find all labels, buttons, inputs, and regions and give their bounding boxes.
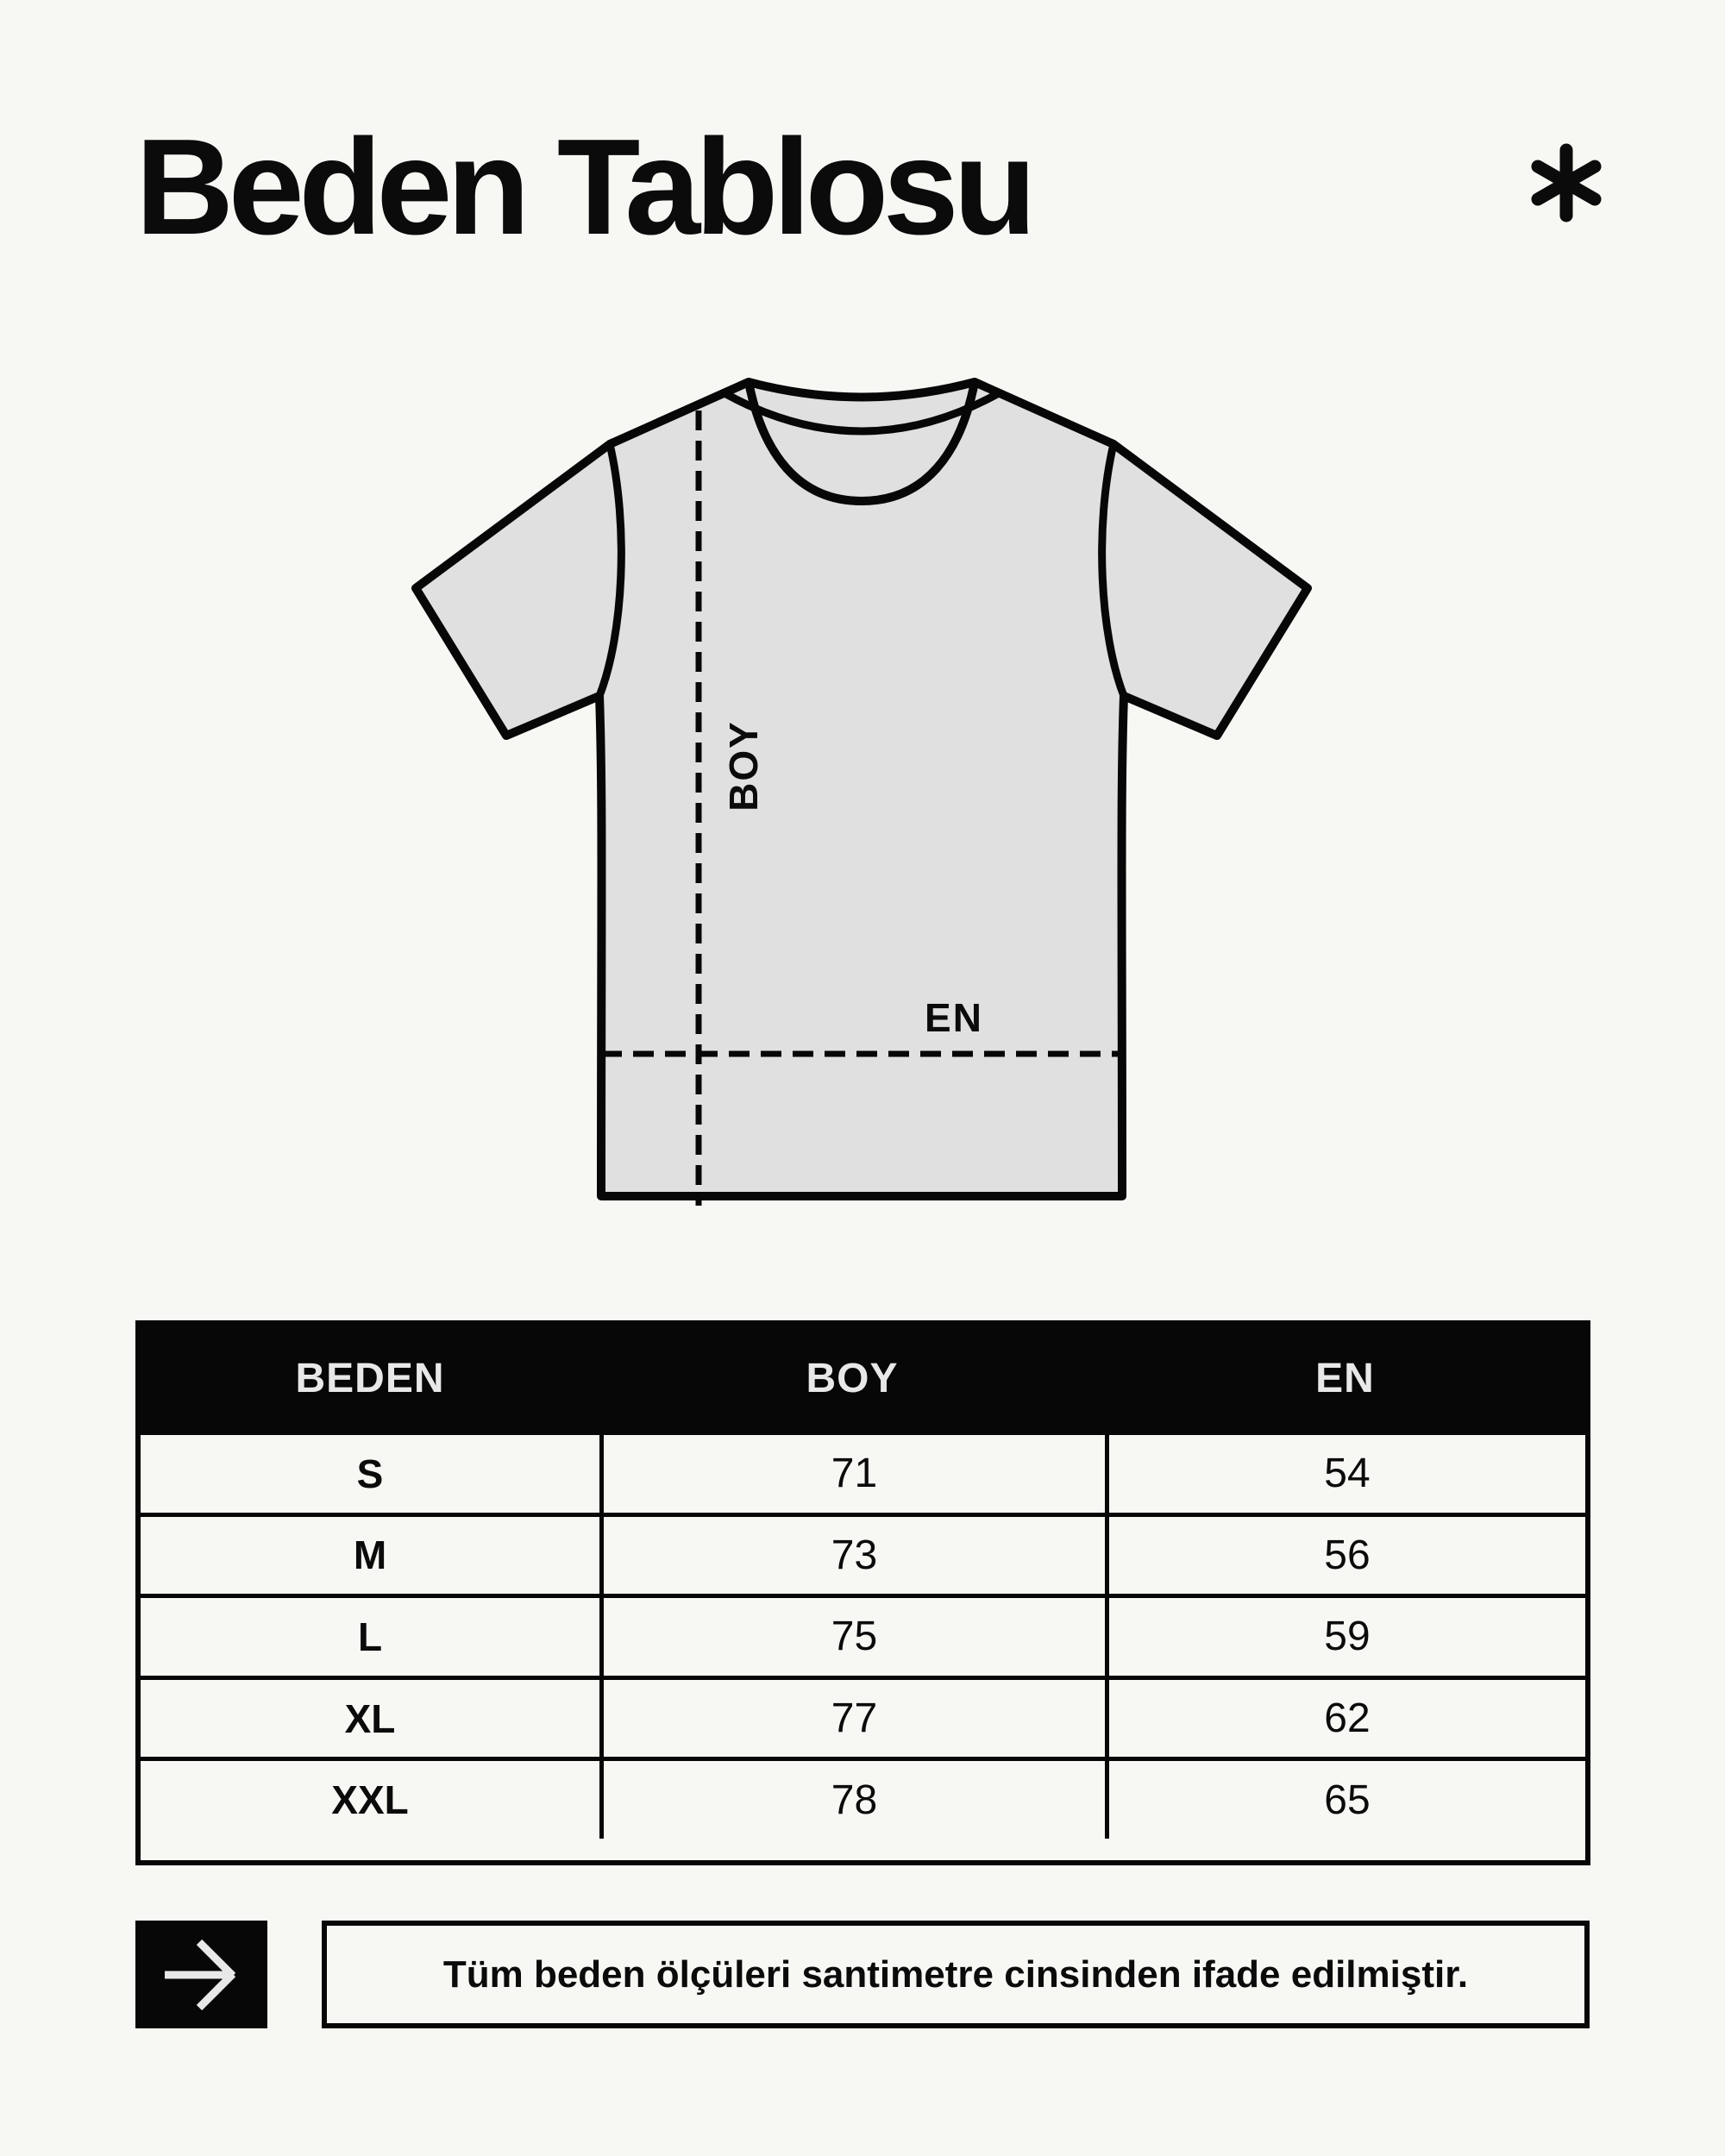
header-cell-boy: BOY — [806, 1355, 899, 1401]
table-row-s: S 71 54 — [141, 1431, 1585, 1513]
en-cell: 62 — [1105, 1679, 1585, 1758]
boy-cell: 73 — [599, 1516, 1105, 1595]
left-armhole-seam — [595, 442, 625, 698]
tshirt-silhouette — [411, 378, 1312, 1200]
boy-cell: 75 — [599, 1598, 1105, 1676]
table-row-l: L 75 59 — [141, 1594, 1585, 1676]
boy-cell: 71 — [599, 1435, 1105, 1513]
en-cell: 65 — [1105, 1761, 1585, 1839]
right-armhole-seam — [1098, 442, 1128, 698]
size-cell: XXL — [331, 1777, 409, 1823]
size-table: BEDEN BOY EN S 71 54 M 73 56 L 75 59 XL … — [135, 1320, 1590, 1865]
en-cell: 54 — [1105, 1435, 1585, 1513]
length-label: BOY — [721, 720, 766, 812]
arrow-badge — [135, 1921, 267, 2028]
table-row-xxl: XXL 78 65 — [141, 1757, 1585, 1839]
en-cell: 59 — [1105, 1598, 1585, 1676]
table-header-row: BEDEN BOY EN — [141, 1326, 1585, 1431]
asterisk-icon — [1531, 143, 1602, 222]
boy-cell: 78 — [599, 1761, 1105, 1839]
header-cell-beden: BEDEN — [295, 1355, 445, 1401]
note-box: Tüm beden ölçüleri santimetre cinsinden … — [322, 1921, 1590, 2028]
table-row-xl: XL 77 62 — [141, 1675, 1585, 1758]
boy-cell: 77 — [599, 1679, 1105, 1758]
en-cell: 56 — [1105, 1516, 1585, 1595]
size-cell: XL — [344, 1695, 396, 1741]
header-cell-en: EN — [1315, 1355, 1375, 1401]
note-text: Tüm beden ölçüleri santimetre cinsinden … — [442, 1952, 1469, 1996]
front-neckline — [744, 381, 979, 506]
page-title: Beden Tablosu — [135, 111, 1037, 263]
arrow-right-icon — [164, 1939, 235, 2010]
collar-band-line — [724, 391, 1000, 436]
width-label: EN — [925, 995, 983, 1040]
size-cell: L — [357, 1614, 383, 1659]
size-cell: M — [353, 1532, 387, 1578]
table-row-m: M 73 56 — [141, 1512, 1585, 1595]
size-cell: S — [356, 1451, 384, 1496]
